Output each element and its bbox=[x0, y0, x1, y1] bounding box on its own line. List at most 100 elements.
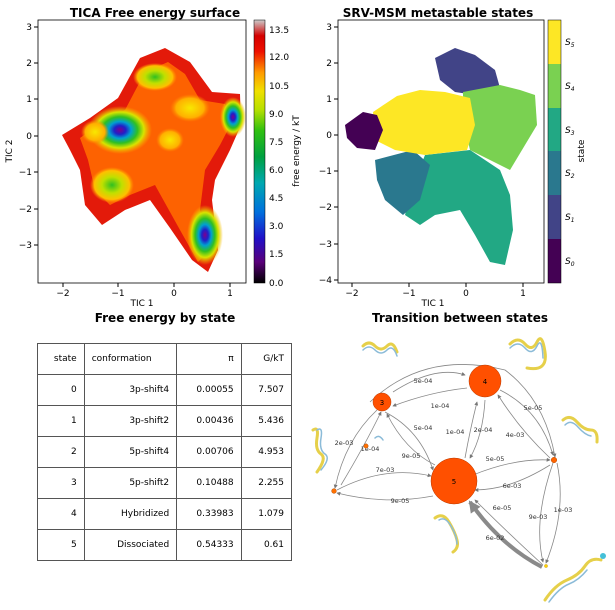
table-header: G/kT bbox=[240, 343, 293, 375]
fes-title: TICA Free energy surface bbox=[69, 6, 241, 20]
network-edge bbox=[333, 409, 378, 489]
fes-ytick: −1 bbox=[19, 168, 32, 178]
msm-yaxis: 3 2 1 0 −1 −2 −3 −4 bbox=[319, 23, 338, 286]
table-cell: 5p-shift4 bbox=[83, 436, 178, 468]
table-cell: 3p-shift2 bbox=[83, 405, 178, 437]
fes-cbar-tick: 0.0 bbox=[269, 279, 284, 289]
table-cell: 4.953 bbox=[240, 436, 293, 468]
msm-xtick: −1 bbox=[402, 289, 415, 299]
node-1 bbox=[331, 488, 337, 494]
node-label: 5 bbox=[452, 478, 456, 486]
fes-xtick: 1 bbox=[227, 289, 233, 299]
msm-cbar-label: S bbox=[565, 38, 571, 48]
edge-label: 6e-05 bbox=[493, 504, 512, 512]
table-cell: 2.255 bbox=[240, 467, 293, 499]
network-edge bbox=[499, 389, 554, 456]
network-edge bbox=[369, 364, 557, 458]
msm-ytick: −4 bbox=[319, 276, 333, 286]
msm-cbar-label: S bbox=[565, 169, 571, 179]
fes-xlabel: TIC 1 bbox=[129, 299, 153, 309]
msm-xtick: −2 bbox=[345, 289, 358, 299]
table-cell: 0.10488 bbox=[176, 467, 242, 499]
msm-cbar-sub: 3 bbox=[571, 130, 575, 137]
network-title: Transition between states bbox=[371, 311, 549, 325]
network-edge bbox=[469, 399, 486, 459]
svg-text:S2: S2 bbox=[565, 169, 575, 180]
msm-cbar-swatch bbox=[548, 195, 561, 239]
molecule-cartoons bbox=[311, 337, 606, 603]
msm-ytick: −1 bbox=[319, 167, 332, 177]
fes-ylabel: TIC 2 bbox=[5, 139, 15, 163]
molecule-icon bbox=[508, 337, 547, 371]
edge-label: 7e-03 bbox=[376, 466, 395, 474]
table-header-row: state conformation π G/kT bbox=[37, 343, 293, 375]
table-header: conformation bbox=[83, 343, 178, 375]
molecule-icon bbox=[311, 427, 328, 474]
msm-chart: −2 −1 0 1 TIC 1 3 2 1 0 −1 −2 −3 −4 S5 S… bbox=[319, 19, 587, 309]
network-edge bbox=[386, 413, 436, 466]
table-cell: 0.54333 bbox=[176, 529, 242, 561]
node-4 bbox=[468, 364, 502, 398]
edge-label: 4e-03 bbox=[506, 431, 525, 439]
molecule-icon bbox=[561, 415, 599, 444]
edge-label: 5e-04 bbox=[414, 424, 433, 432]
network-nodes: 3 4 5 bbox=[331, 364, 557, 568]
edge-label: 9e-03 bbox=[529, 513, 548, 521]
fes-yaxis: 3 2 1 0 −1 −2 −3 bbox=[19, 23, 38, 251]
msm-xtick: 1 bbox=[520, 289, 526, 299]
msm-cbar-label: S bbox=[565, 126, 571, 136]
molecule-icon bbox=[543, 553, 606, 603]
msm-ytick: 2 bbox=[326, 59, 332, 69]
fes-xtick: −2 bbox=[56, 289, 69, 299]
table-cell: 2 bbox=[37, 436, 85, 468]
fes-ytick: 2 bbox=[26, 59, 32, 69]
table-cell: Hybridized bbox=[83, 498, 178, 530]
table-row: 1 3p-shift2 0.00436 5.436 bbox=[37, 405, 293, 437]
table-cell: 0.61 bbox=[240, 529, 293, 561]
table-row: 5 Dissociated 0.54333 0.61 bbox=[37, 529, 293, 561]
network-edge bbox=[392, 387, 468, 407]
msm-cbar-label: S bbox=[565, 257, 571, 267]
msm-xtick: 0 bbox=[463, 289, 469, 299]
node-5 bbox=[430, 457, 478, 505]
node-3 bbox=[372, 392, 392, 412]
msm-cbar-sub: 1 bbox=[571, 217, 575, 224]
msm-cbar-sub: 5 bbox=[571, 42, 575, 49]
table-cell: 5 bbox=[37, 529, 85, 561]
table-cell: 0.00436 bbox=[176, 405, 242, 437]
edge-label: 5e-05 bbox=[524, 404, 543, 412]
msm-state-regions bbox=[345, 48, 537, 265]
msm-cbar-label: S bbox=[565, 82, 571, 92]
table-cell: 0 bbox=[37, 374, 85, 406]
fes-xaxis: −2 −1 0 1 TIC 1 bbox=[56, 283, 233, 309]
network-edge-labels: 5e-04 1e-04 5e-05 4e-03 2e-04 1e-04 5e-0… bbox=[335, 377, 573, 542]
msm-cbar-swatch bbox=[548, 20, 561, 64]
edge-label: 1e-04 bbox=[431, 402, 450, 410]
table-cell: 1.079 bbox=[240, 498, 293, 530]
fes-cbar-tick: 13.5 bbox=[269, 26, 289, 36]
msm-ytick: 1 bbox=[326, 95, 332, 105]
network-edge bbox=[474, 464, 551, 492]
msm-cbar-swatch bbox=[548, 151, 561, 195]
svg-text:S4: S4 bbox=[565, 82, 575, 93]
edge-label: 1e-03 bbox=[554, 506, 573, 514]
edge-label: 5e-04 bbox=[414, 377, 433, 385]
msm-ytick: −2 bbox=[319, 203, 332, 213]
msm-cbar-sub: 4 bbox=[571, 86, 575, 93]
table-cell: 0.00055 bbox=[176, 374, 242, 406]
edge-label: 6e-02 bbox=[486, 534, 505, 542]
table-row: 3 5p-shift2 0.10488 2.255 bbox=[37, 467, 293, 499]
msm-colorbar: S5 S4 S3 S2 S1 S0 state bbox=[547, 19, 587, 284]
network-edge bbox=[392, 371, 466, 393]
edge-label: 2e-03 bbox=[335, 439, 354, 447]
table-cell: 1 bbox=[37, 405, 85, 437]
fes-ytick: −3 bbox=[19, 241, 32, 251]
node-0 bbox=[544, 564, 548, 568]
table-cell: 0.00706 bbox=[176, 436, 242, 468]
msm-cbar-title: state bbox=[577, 139, 587, 162]
fes-surface bbox=[62, 48, 246, 272]
fes-ytick: −2 bbox=[19, 205, 32, 215]
svg-text:S0: S0 bbox=[565, 257, 575, 268]
transition-network: 5e-04 1e-04 5e-05 4e-03 2e-04 1e-04 5e-0… bbox=[311, 337, 606, 603]
fes-cbar-tick: 1.5 bbox=[269, 250, 283, 260]
